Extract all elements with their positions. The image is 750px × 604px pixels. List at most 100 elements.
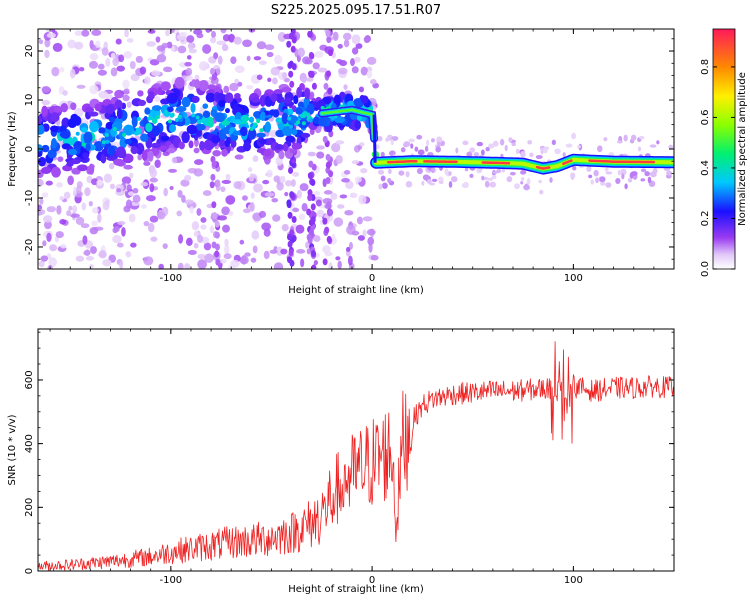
spectrogram-speckle bbox=[91, 30, 101, 36]
spectrogram-streak bbox=[288, 71, 293, 78]
spectrogram-blob bbox=[206, 93, 216, 103]
spectrogram-blob bbox=[86, 143, 91, 151]
spectrogram-speckle bbox=[251, 230, 259, 239]
spectrogram-speckle bbox=[391, 139, 394, 145]
spectrogram-blob bbox=[361, 95, 369, 103]
spectrogram-peak bbox=[122, 133, 126, 137]
spectrogram-speckle bbox=[176, 210, 182, 216]
spectrogram-streak bbox=[211, 31, 216, 38]
spectrogram-speckle bbox=[114, 226, 120, 232]
spectrogram-speckle bbox=[378, 184, 382, 190]
spectrogram-speckle bbox=[367, 229, 376, 236]
spectrogram-speckle bbox=[116, 39, 122, 45]
spectrogram-peak bbox=[296, 120, 300, 124]
spectrogram-peak bbox=[196, 116, 200, 120]
spectrogram-speckle bbox=[264, 251, 270, 259]
spectrogram-speckle bbox=[109, 163, 114, 169]
spectrogram-speckle bbox=[409, 139, 415, 143]
spectrogram-speckle bbox=[155, 159, 161, 168]
spectrogram-speckle bbox=[490, 182, 496, 188]
spectrogram-streak bbox=[306, 209, 311, 216]
spectrogram-speckle bbox=[223, 34, 230, 41]
spectrogram-streak bbox=[323, 136, 328, 143]
spectrogram-streak bbox=[328, 209, 333, 216]
spectrogram-speckle bbox=[427, 179, 432, 184]
spectrogram-speckle bbox=[387, 178, 391, 183]
spectrogram-speckle bbox=[254, 56, 262, 60]
spectrogram-streak bbox=[215, 221, 220, 228]
spectrogram-peak bbox=[309, 119, 313, 123]
spectrogram-speckle bbox=[204, 243, 211, 251]
spectrogram-blob bbox=[212, 150, 221, 157]
snr-xlabel: Height of straight line (km) bbox=[288, 584, 424, 595]
spectrogram-streak bbox=[215, 259, 220, 266]
spectrogram-speckle bbox=[378, 170, 384, 175]
spectrogram-speckle bbox=[465, 168, 468, 172]
spectrogram-blob bbox=[282, 112, 288, 124]
spectrogram-speckle bbox=[102, 47, 109, 55]
spectrogram-speckle bbox=[89, 85, 98, 94]
spectrogram-speckle bbox=[224, 238, 228, 246]
spectrogram-speckle bbox=[344, 170, 350, 175]
spectrogram-speckle bbox=[358, 195, 366, 205]
spectrogram-speckle bbox=[121, 227, 126, 237]
spectrogram-peak bbox=[306, 112, 310, 116]
spectrogram-speckle bbox=[165, 30, 170, 37]
spectrogram-speckle bbox=[84, 249, 90, 256]
spectrogram-blob bbox=[150, 143, 161, 148]
spectrogram-speckle bbox=[243, 208, 251, 213]
spectrogram-speckle bbox=[124, 29, 129, 37]
spectrogram-speckle bbox=[249, 175, 254, 181]
spectrogram-speckle bbox=[265, 192, 275, 197]
spectrogram-streak bbox=[288, 167, 293, 174]
spectrogram-blob bbox=[38, 157, 46, 167]
spectrogram-streak bbox=[311, 216, 316, 223]
spectrogram-speckle bbox=[382, 182, 388, 188]
spectrogram-speckle bbox=[150, 237, 157, 242]
spectrogram-speckle bbox=[403, 141, 410, 147]
spectrogram-speckle bbox=[172, 157, 178, 163]
spectrogram-speckle bbox=[590, 179, 593, 184]
spectrogram-speckle bbox=[95, 41, 100, 48]
spectrogram-speckle bbox=[588, 175, 592, 179]
spectrogram-blob bbox=[275, 144, 284, 150]
spectrogram-blob bbox=[259, 139, 267, 144]
spectrogram-speckle bbox=[56, 231, 64, 238]
spectrogram-core bbox=[388, 161, 416, 162]
spectrogram-speckle bbox=[189, 49, 197, 54]
spectrogram-speckle bbox=[257, 74, 263, 80]
spectrogram-streak bbox=[324, 227, 329, 234]
spectrogram-speckle bbox=[150, 168, 157, 178]
spectrogram-speckle bbox=[449, 181, 453, 188]
spectrogram-speckle bbox=[554, 148, 560, 154]
spectrogram-speckle bbox=[363, 216, 373, 221]
spectrogram-speckle bbox=[124, 88, 130, 94]
spectrogram-speckle bbox=[335, 155, 343, 164]
spectrogram-speckle bbox=[251, 258, 257, 263]
spectrogram-speckle bbox=[141, 204, 147, 208]
spectrogram-speckle bbox=[184, 199, 194, 204]
spectrogram-blob bbox=[50, 112, 58, 122]
spectrogram-blob bbox=[282, 87, 292, 93]
spectrogram-streak bbox=[211, 201, 216, 208]
spectrogram-streak bbox=[292, 216, 297, 223]
spectrogram-speckle bbox=[477, 142, 483, 146]
spectrogram-blob bbox=[182, 97, 191, 108]
colorbar-tick-label: 0.6 bbox=[700, 109, 711, 125]
spectrogram-speckle bbox=[146, 41, 156, 47]
y-tick-label: 10 bbox=[24, 94, 35, 107]
spectrogram-streak bbox=[288, 241, 293, 248]
spectrogram-streak bbox=[326, 154, 331, 161]
spectrogram-streak bbox=[287, 256, 292, 263]
spectrogram-speckle bbox=[42, 192, 49, 198]
spectrogram-speckle bbox=[257, 41, 266, 49]
spectrogram-speckle bbox=[125, 251, 131, 257]
spectrogram-speckle bbox=[163, 243, 168, 249]
colorbar-tick-label: 0.0 bbox=[700, 261, 711, 277]
spectrogram-speckle bbox=[157, 211, 166, 219]
spectrogram-speckle bbox=[599, 176, 605, 182]
snr-ylabel: SNR (10 * v/v) bbox=[7, 414, 18, 485]
spectrogram-speckle bbox=[265, 44, 274, 50]
spectrogram-speckle bbox=[648, 177, 652, 184]
